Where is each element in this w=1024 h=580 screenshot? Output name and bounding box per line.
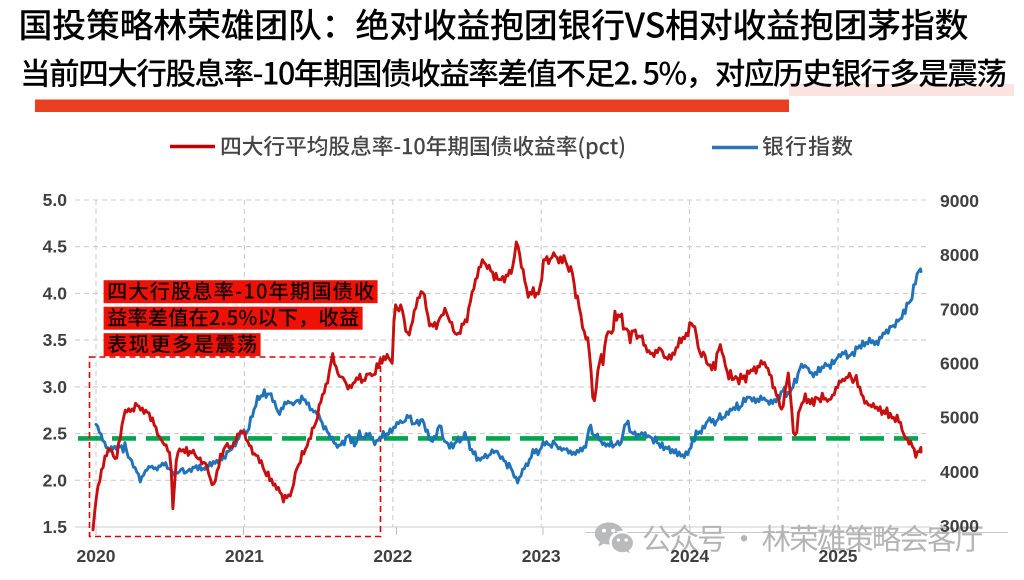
svg-text:2025: 2025 [819, 546, 858, 566]
svg-text:5.0: 5.0 [43, 190, 68, 210]
svg-text:6000: 6000 [940, 354, 979, 374]
svg-text:3.5: 3.5 [43, 330, 68, 350]
svg-text:2024: 2024 [670, 546, 709, 566]
svg-text:2020: 2020 [77, 546, 116, 566]
svg-text:7000: 7000 [940, 299, 979, 319]
svg-text:3.0: 3.0 [43, 377, 68, 397]
svg-text:2.0: 2.0 [43, 470, 68, 490]
svg-text:4.5: 4.5 [43, 237, 68, 257]
svg-text:2022: 2022 [373, 546, 412, 566]
svg-text:2021: 2021 [225, 546, 264, 566]
svg-text:5000: 5000 [940, 408, 979, 428]
svg-text:4000: 4000 [940, 462, 979, 482]
svg-text:9000: 9000 [940, 191, 979, 211]
svg-text:2.5: 2.5 [43, 424, 68, 444]
svg-text:2023: 2023 [522, 546, 561, 566]
svg-text:3000: 3000 [940, 516, 979, 536]
svg-text:4.0: 4.0 [43, 283, 68, 303]
svg-text:1.5: 1.5 [43, 517, 68, 537]
svg-text:8000: 8000 [940, 245, 979, 265]
